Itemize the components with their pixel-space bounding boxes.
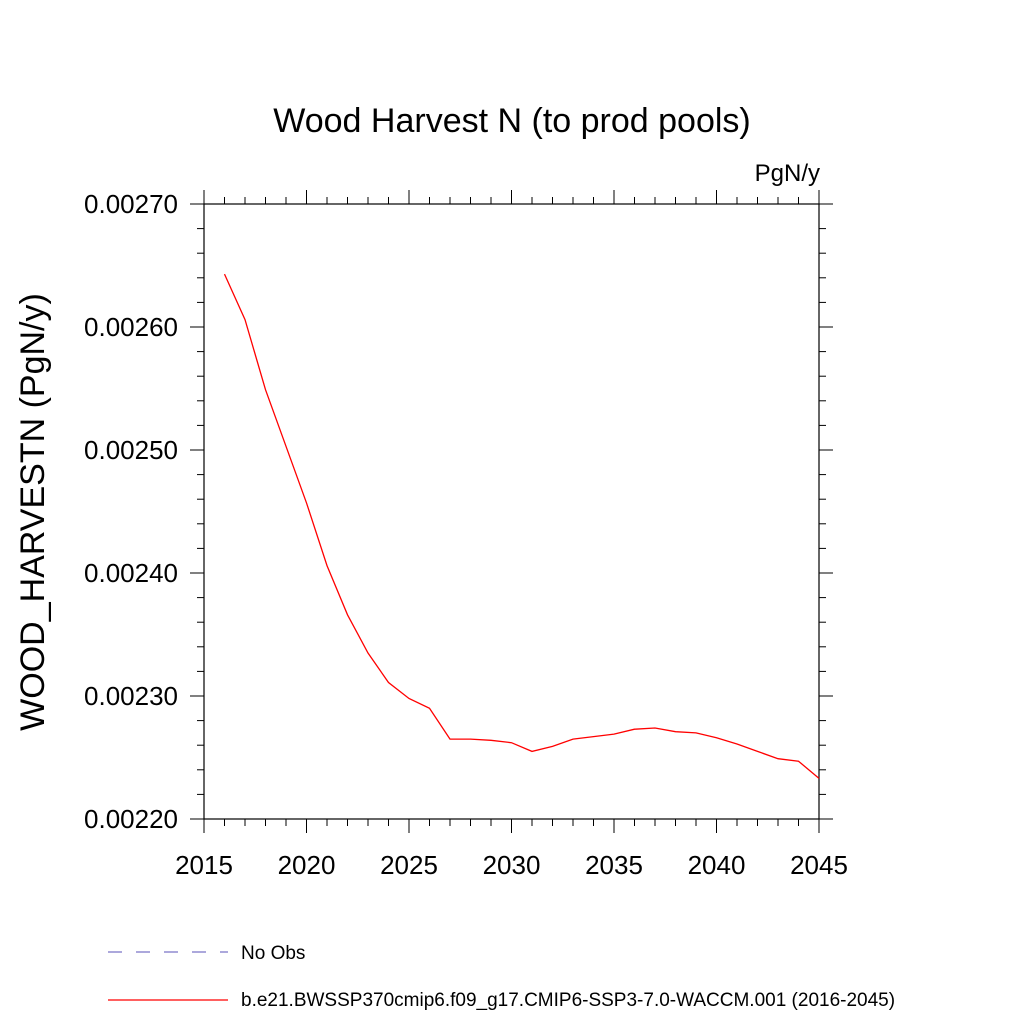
chart-title: Wood Harvest N (to prod pools) (273, 102, 750, 140)
y-tick-label: 0.00270 (84, 189, 178, 219)
x-tick-label: 2020 (278, 850, 336, 880)
y-axis-label: WOOD_HARVESTN (PgN/y) (14, 293, 52, 731)
tick-labels: 2015 2020 2025 2030 2035 2040 2045 0.00220 0.002… (84, 189, 848, 880)
x-tick-label: 2030 (483, 850, 541, 880)
units-label: PgN/y (755, 160, 820, 187)
x-tick-label: 2045 (790, 850, 848, 880)
x-tick-label: 2015 (175, 850, 233, 880)
legend-label-model: b.e21.BWSSP370cmip6.f09_g17.CMIP6-SSP3-7… (241, 990, 895, 1011)
tick-marks (190, 190, 833, 833)
x-tick-label: 2025 (380, 850, 438, 880)
y-tick-label: 0.00230 (84, 681, 178, 711)
plot-frame (203, 203, 820, 820)
y-tick-label: 0.00260 (84, 312, 178, 342)
legend-label-no-obs: No Obs (241, 943, 305, 964)
y-tick-label: 0.00220 (84, 804, 178, 834)
legend: No Obs b.e21.BWSSP370cmip6.f09_g17.CMIP6… (108, 943, 895, 1011)
x-tick-label: 2035 (585, 850, 643, 880)
x-tick-label: 2040 (688, 850, 746, 880)
y-tick-label: 0.00240 (84, 558, 178, 588)
series-line (223, 273, 820, 779)
y-tick-label: 0.00250 (84, 435, 178, 465)
